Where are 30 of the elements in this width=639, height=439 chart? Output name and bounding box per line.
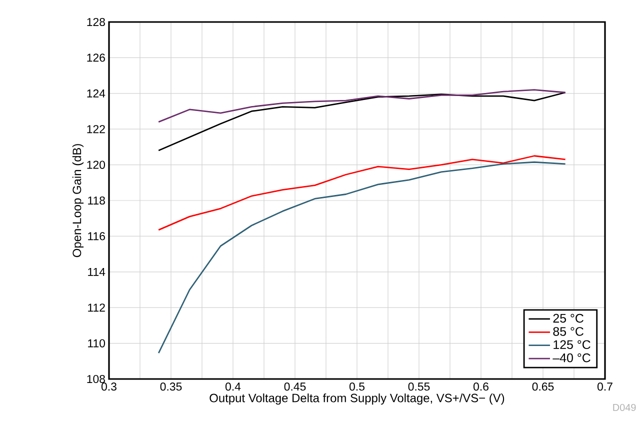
y-tick-label: 110 — [88, 339, 106, 348]
y-axis-title: Open-Loop Gain (dB) — [72, 144, 84, 258]
y-tick-label: 124 — [87, 89, 106, 98]
legend-label: 25 °C — [553, 314, 584, 323]
line-series — [158, 92, 566, 152]
x-tick-label: 0.7 — [597, 382, 612, 391]
x-tick-label: 0.4 — [225, 382, 241, 391]
y-tick-label: 122 — [87, 125, 105, 134]
legend-label: –40 °C — [552, 353, 590, 362]
x-tick-label: 0.45 — [284, 382, 306, 391]
x-tick-label: 0.3 — [101, 382, 116, 391]
x-axis-title: Output Voltage Delta from Supply Voltage, VS+/VS− (V) — [210, 393, 504, 405]
text: D049 — [613, 404, 636, 411]
line-series — [158, 155, 566, 231]
y-tick-label: 116 — [88, 232, 105, 240]
x-tick-label: 0.65 — [532, 382, 554, 391]
legend-label: 125 °C — [554, 340, 590, 350]
y-tick-label: 112 — [88, 304, 105, 312]
y-tick-label: 126 — [87, 54, 105, 62]
y-tick-label: 118 — [88, 196, 105, 205]
y-tick-label: 120 — [87, 160, 106, 169]
x-tick-label: 0.6 — [473, 382, 488, 391]
y-tick-label: 108 — [87, 374, 105, 384]
x-tick-label: 0.5 — [349, 382, 364, 391]
legend-label: 85 °C — [553, 327, 584, 336]
y-tick-label: 128 — [87, 18, 105, 26]
y-tick-label: 114 — [88, 268, 106, 276]
x-tick-label: 0.55 — [408, 382, 430, 391]
line-series — [158, 89, 566, 123]
x-tick-label: 0.35 — [160, 382, 182, 391]
